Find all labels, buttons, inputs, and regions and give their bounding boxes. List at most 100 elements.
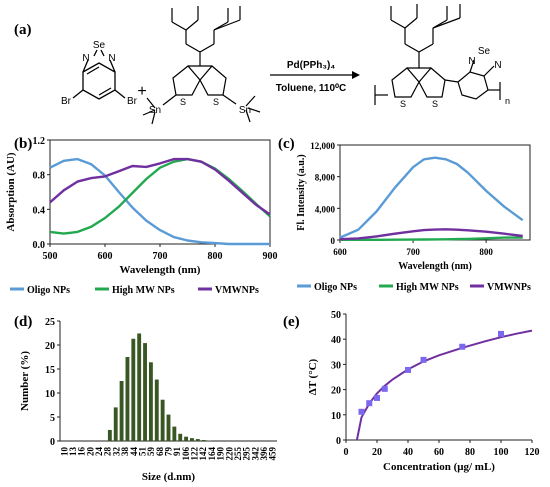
legend-label-2: VMWNPs xyxy=(215,285,259,296)
plot-frame xyxy=(49,139,271,245)
data-point xyxy=(358,408,365,415)
histogram-bar xyxy=(113,407,118,441)
atom-n-right-product: N xyxy=(494,60,501,71)
panel-label-c: (c) xyxy=(278,136,295,152)
y-axis-title: Absorption (AU) xyxy=(5,152,17,231)
x-tick-label: 500 xyxy=(43,251,58,262)
y-tick-label: 4,000 xyxy=(315,204,336,214)
histogram-bar xyxy=(190,438,194,441)
x-tick-label: 106 xyxy=(181,447,191,461)
panel-label-e: (e) xyxy=(283,314,300,330)
series-line-1 xyxy=(340,236,523,242)
panel-label-a: (a) xyxy=(14,22,32,38)
atom-se-reagent: Se xyxy=(93,40,106,51)
histogram-bar xyxy=(148,362,153,441)
series-line-0 xyxy=(49,157,270,246)
y-tick-label: 20 xyxy=(331,386,341,397)
series-line-2 xyxy=(49,157,271,216)
y-tick-label: 10 xyxy=(45,389,55,400)
x-tick-label: 13 xyxy=(68,447,78,457)
x-tick-label: 190 xyxy=(216,447,226,461)
x-tick-label: 700 xyxy=(406,247,420,257)
size-distribution-chart: 0510152025101316202428323844515968799110… xyxy=(19,317,278,483)
x-tick-label: 38 xyxy=(120,447,130,457)
x-tick-label: 32 xyxy=(111,447,121,457)
histogram-bar xyxy=(160,399,165,441)
x-tick-label: 100 xyxy=(494,447,509,458)
x-axis-title: Wavelength (nm) xyxy=(398,261,472,272)
series-line-1 xyxy=(49,157,271,235)
legend-label-1: High MW NPs xyxy=(112,285,175,296)
x-tick-label: 900 xyxy=(263,251,278,262)
histogram-bar xyxy=(125,357,130,441)
atom-s-left-product: S xyxy=(400,99,406,109)
x-tick-label: 68 xyxy=(155,447,165,457)
x-tick-label: 51 xyxy=(137,447,147,457)
legend-label-0: Oligo NPs xyxy=(314,282,357,293)
y-tick-label: 0.8 xyxy=(33,171,46,182)
y-tick-label: 20 xyxy=(45,341,55,352)
y-tick-label: 10 xyxy=(331,411,341,422)
histogram-bar xyxy=(178,433,183,441)
y-tick-label: 0 xyxy=(331,236,336,246)
y-tick-label: 30 xyxy=(331,360,341,371)
x-tick-label: 80 xyxy=(465,447,475,458)
x-tick-label: 0 xyxy=(344,447,349,458)
histogram-bar xyxy=(154,379,159,441)
data-point xyxy=(381,385,388,392)
x-tick-label: 91 xyxy=(172,447,182,457)
x-tick-label: 142 xyxy=(198,447,208,461)
x-tick-label: 79 xyxy=(164,447,174,457)
data-point xyxy=(420,356,427,363)
data-point xyxy=(374,394,380,401)
series-line-2 xyxy=(339,228,523,241)
y-axis-title: Number (%) xyxy=(19,351,31,411)
atom-sn-right: Sn xyxy=(239,105,251,116)
y-tick-label: 1.2 xyxy=(33,136,46,147)
x-tick-label: 342 xyxy=(250,447,260,461)
x-tick-label: 255 xyxy=(233,447,243,461)
legend-label-2: VMWNPs xyxy=(487,282,531,293)
reaction-arrow xyxy=(270,71,360,79)
y-tick-label: 0 xyxy=(336,436,341,447)
legend-label-0: Oligo NPs xyxy=(27,285,70,296)
y-tick-label: 15 xyxy=(45,365,55,376)
x-axis-title: Size (d.nm) xyxy=(142,471,196,483)
histogram-bar xyxy=(119,381,124,441)
panel-label-d: (d) xyxy=(14,314,32,330)
y-tick-label: 25 xyxy=(45,317,55,328)
x-tick-label: 600 xyxy=(98,251,113,262)
histogram-bar xyxy=(107,429,112,441)
histogram-bar xyxy=(137,333,142,441)
histogram-bar xyxy=(172,426,177,441)
plus-sign: + xyxy=(137,83,146,100)
atom-s-right-product: S xyxy=(432,99,438,109)
temperature-rise-chart: 0 10 20 30 40 50 0 20 40 60 80 100 120 Concentration … xyxy=(307,310,540,473)
x-tick-label: 44 xyxy=(129,447,139,457)
y-tick-label: 8,000 xyxy=(315,173,336,183)
atom-s-right: S xyxy=(213,97,219,107)
x-tick-label: 220 xyxy=(224,447,234,461)
y-axis-title: ΔT (°C) xyxy=(307,358,319,395)
reagent-distannyl-cpdt xyxy=(142,6,261,125)
histogram-bar xyxy=(184,436,189,441)
series-line-0 xyxy=(339,156,524,239)
histogram-bar xyxy=(195,439,200,441)
x-tick-label: 40 xyxy=(403,447,413,458)
legend-label-1: High MW NPs xyxy=(396,282,459,293)
y-tick-label: 0 xyxy=(50,437,55,448)
x-tick-label: 10 xyxy=(59,447,69,457)
histogram-bar xyxy=(143,343,147,441)
repeat-subscript-n: n xyxy=(505,96,510,106)
x-tick-label: 700 xyxy=(153,251,168,262)
atom-br-right: Br xyxy=(127,96,138,107)
x-tick-label: 122 xyxy=(190,447,200,461)
x-tick-label: 295 xyxy=(242,447,252,461)
y-tick-label: 5 xyxy=(50,413,55,424)
fit-curve xyxy=(355,329,533,441)
data-point xyxy=(366,400,373,407)
data-point xyxy=(498,330,504,337)
atom-n-left-product: N xyxy=(468,56,475,67)
histogram-bar xyxy=(201,440,206,441)
x-tick-label: 120 xyxy=(525,447,540,458)
